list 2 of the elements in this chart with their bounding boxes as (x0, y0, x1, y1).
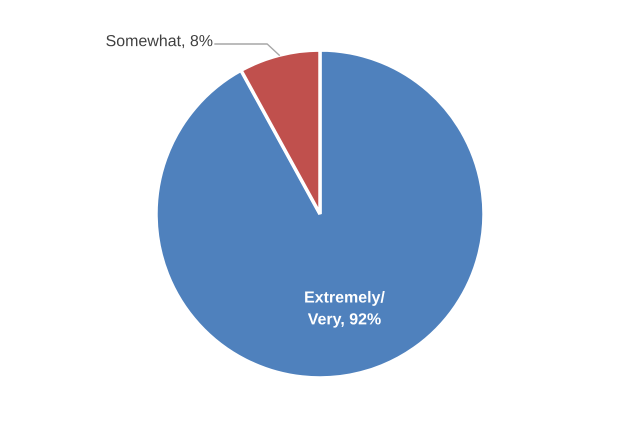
slice-label: Somewhat, 8% (106, 34, 212, 48)
slice-label: Extremely/ Very, 92% (305, 290, 385, 328)
